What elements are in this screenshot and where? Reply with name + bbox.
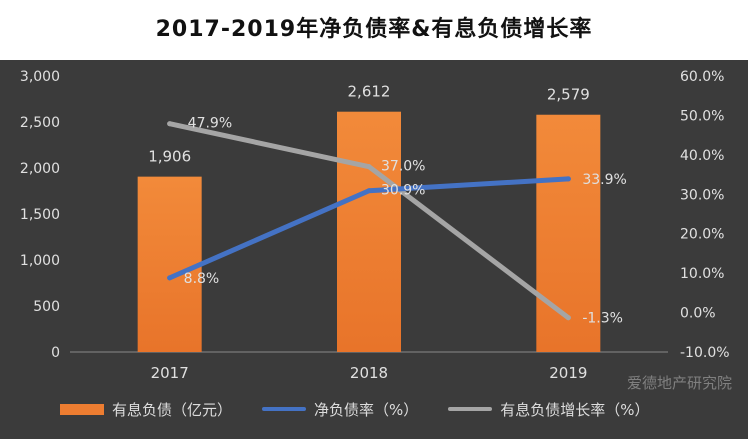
bar-data-label: 2,612: [348, 83, 391, 101]
net-debt-ratio-point: [167, 275, 173, 281]
y-left-tick-label: 1,500: [20, 207, 60, 223]
y-right-tick-label: -10.0%: [680, 345, 730, 361]
legend-swatch-net-debt-ratio: [262, 407, 307, 411]
y-left-tick-label: 0: [51, 345, 60, 361]
legend-label-debt: 有息负债（亿元）: [112, 400, 233, 419]
debt-growth-data-label: -1.3%: [582, 311, 623, 327]
debt-growth-data-label: 47.9%: [188, 116, 232, 132]
legend-label-debt-growth: 有息负债增长率（%）: [500, 400, 650, 419]
y-right-tick-label: 50.0%: [680, 108, 724, 124]
bar-data-label: 2,579: [547, 86, 590, 104]
debt-growth-data-label: 37.0%: [381, 159, 425, 175]
x-tick-label: 2019: [549, 364, 587, 382]
y-left-tick-label: 3,000: [20, 69, 60, 85]
debt-growth-point: [565, 315, 571, 321]
y-right-tick-label: 10.0%: [680, 266, 724, 282]
y-left-tick-label: 500: [33, 299, 60, 315]
x-tick-label: 2018: [350, 364, 388, 382]
y-right-tick-label: 20.0%: [680, 227, 724, 243]
chart-title: 2017-2019年净负债率&有息负债增长率: [155, 17, 593, 42]
net-debt-ratio-data-label: 30.9%: [381, 183, 425, 199]
legend-label-net-debt-ratio: 净负债率（%）: [314, 400, 419, 419]
watermark: 爱德地产研究院: [626, 374, 732, 392]
net-debt-ratio-point: [366, 188, 372, 194]
title-bar: [0, 0, 748, 60]
legend-swatch-debt: [60, 403, 104, 415]
y-right-tick-label: 30.0%: [680, 187, 724, 203]
bar: [337, 111, 401, 352]
legend: 有息负债（亿元） 净负债率（%） 有息负债增长率（%）: [60, 398, 650, 420]
y-left-tick-label: 2,500: [20, 115, 60, 131]
bar: [536, 114, 601, 353]
y-right-tick-label: 60.0%: [680, 69, 724, 85]
y-right-tick-label: 40.0%: [680, 148, 724, 164]
y-left-tick-label: 2,000: [20, 161, 60, 177]
debt-growth-point: [167, 121, 173, 127]
bar-data-label: 1,906: [148, 148, 191, 166]
y-left-tick-label: 1,000: [20, 253, 60, 269]
y-right-tick-label: 0.0%: [680, 306, 716, 322]
legend-item-debt: 有息负债（亿元）: [60, 399, 232, 420]
bar: [137, 176, 202, 352]
debt-growth-point: [366, 164, 372, 170]
net-debt-ratio-data-label: 8.8%: [184, 271, 220, 287]
legend-swatch-debt-growth: [448, 407, 493, 411]
legend-item-net-debt-ratio: 净负债率（%）: [262, 399, 418, 420]
net-debt-ratio-point: [565, 176, 571, 182]
x-tick-label: 2017: [151, 364, 189, 382]
legend-item-debt-growth: 有息负债增长率（%）: [448, 399, 650, 420]
net-debt-ratio-data-label: 33.9%: [582, 172, 626, 188]
